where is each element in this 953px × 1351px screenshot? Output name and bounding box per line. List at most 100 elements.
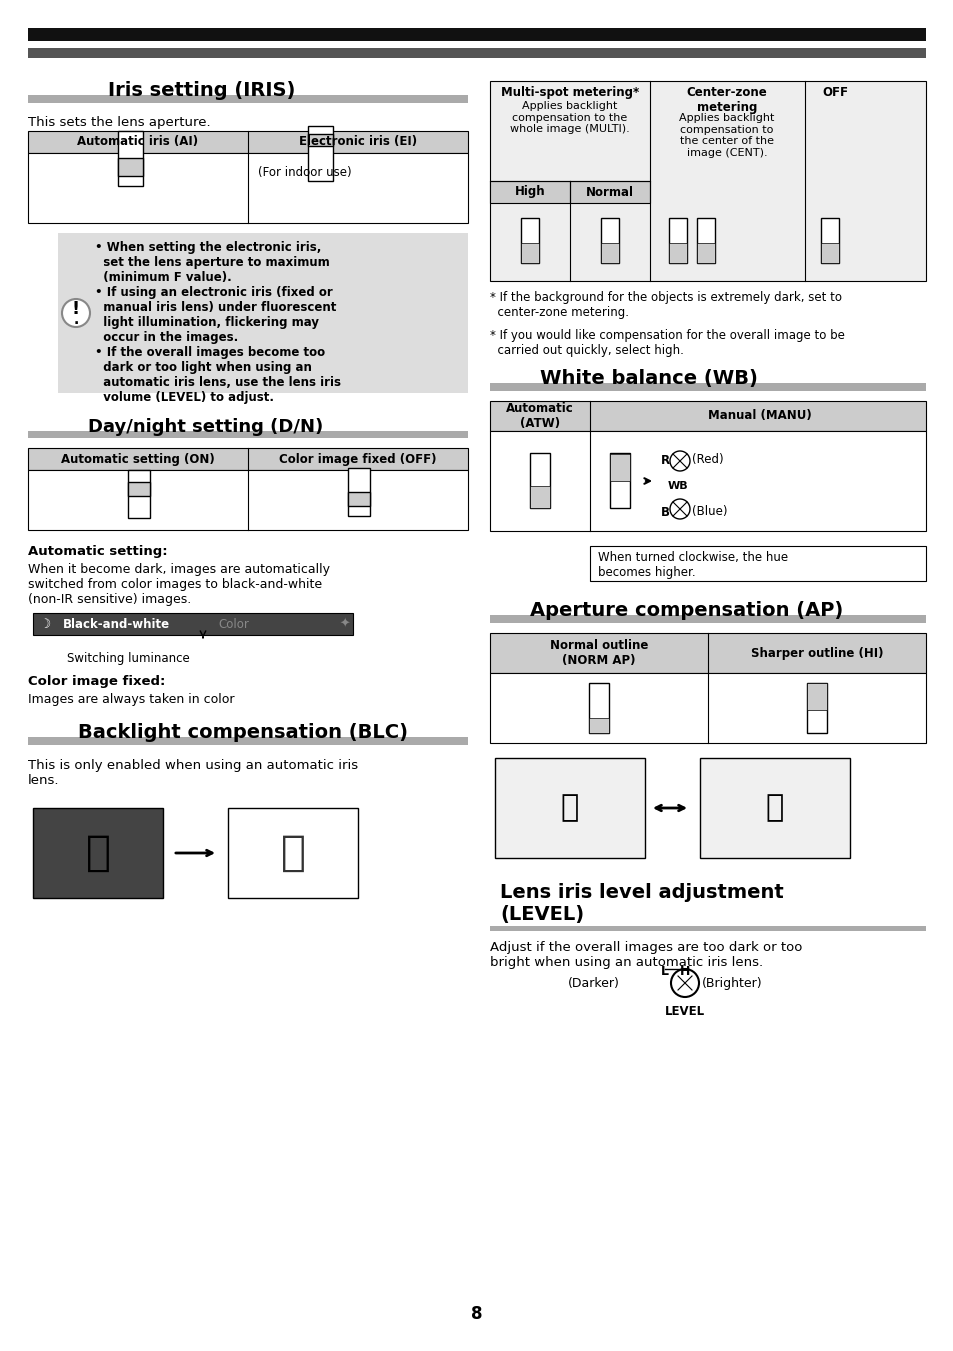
Bar <box>600 243 618 263</box>
Text: Color: Color <box>218 617 249 631</box>
Text: • When setting the electronic iris,
  set the lens aperture to maximum
  (minimu: • When setting the electronic iris, set … <box>95 240 340 404</box>
Text: (For indoor use): (For indoor use) <box>257 166 352 178</box>
Bar <box>490 81 925 281</box>
Text: Manual (MANU): Manual (MANU) <box>707 409 811 423</box>
Text: ✦: ✦ <box>339 617 350 631</box>
Bar <box>609 454 629 481</box>
Text: !: ! <box>71 300 80 317</box>
Bar <box>33 613 353 635</box>
Text: Switching luminance: Switching luminance <box>67 653 190 665</box>
Bar <box>490 634 925 673</box>
Bar <box>490 615 925 623</box>
Bar <box>700 758 849 858</box>
Text: (Red): (Red) <box>691 453 723 466</box>
Text: This is only enabled when using an automatic iris
lens.: This is only enabled when using an autom… <box>28 759 357 788</box>
Circle shape <box>62 299 90 327</box>
Bar <box>588 717 608 734</box>
Bar <box>28 131 468 153</box>
Text: Automatic setting (ON): Automatic setting (ON) <box>61 453 214 466</box>
Text: Aperture compensation (AP): Aperture compensation (AP) <box>530 601 842 620</box>
Text: When it become dark, images are automatically
switched from color images to blac: When it become dark, images are automati… <box>28 563 330 607</box>
Text: WB: WB <box>667 481 688 490</box>
Bar <box>668 243 686 263</box>
Text: Applies backlight
compensation to the
whole image (MULTI).: Applies backlight compensation to the wh… <box>510 101 629 134</box>
Text: Normal outline
(NORM AP): Normal outline (NORM AP) <box>549 639 647 667</box>
Text: This sets the lens aperture.: This sets the lens aperture. <box>28 116 211 128</box>
Bar <box>118 131 143 186</box>
Bar <box>28 28 925 41</box>
Text: Color image fixed (OFF): Color image fixed (OFF) <box>279 453 436 466</box>
Bar <box>58 232 468 393</box>
Text: White balance (WB): White balance (WB) <box>539 369 757 388</box>
Bar <box>588 684 608 734</box>
Text: 👥: 👥 <box>765 793 783 823</box>
Text: Automatic setting:: Automatic setting: <box>28 544 168 558</box>
Bar <box>28 738 468 744</box>
Bar <box>806 684 826 734</box>
Bar <box>308 126 333 181</box>
Bar <box>806 684 826 711</box>
Text: .: . <box>73 313 78 327</box>
Text: 👥: 👥 <box>560 793 578 823</box>
Circle shape <box>669 451 689 471</box>
Text: 👤: 👤 <box>86 832 111 874</box>
Text: Color image fixed:: Color image fixed: <box>28 676 165 688</box>
Bar <box>589 546 925 581</box>
Bar <box>28 153 468 223</box>
Bar <box>490 431 925 531</box>
Bar <box>668 218 686 263</box>
Bar <box>128 482 150 496</box>
Text: ☽: ☽ <box>40 617 51 631</box>
Text: R: R <box>660 454 669 467</box>
Text: Images are always taken in color: Images are always taken in color <box>28 693 234 707</box>
Text: L: L <box>660 965 668 978</box>
Text: Backlight compensation (BLC): Backlight compensation (BLC) <box>78 723 408 742</box>
Text: * If you would like compensation for the overall image to be
  carried out quick: * If you would like compensation for the… <box>490 330 844 357</box>
Text: Iris setting (IRIS): Iris setting (IRIS) <box>108 81 295 100</box>
Text: Automatic iris (AI): Automatic iris (AI) <box>77 135 198 149</box>
Bar <box>609 453 629 508</box>
Text: (Darker): (Darker) <box>568 977 619 989</box>
Bar <box>530 453 550 508</box>
Bar <box>28 470 468 530</box>
Text: Multi-spot metering*: Multi-spot metering* <box>500 86 639 99</box>
Text: * If the background for the objects is extremely dark, set to
  center-zone mete: * If the background for the objects is e… <box>490 290 841 319</box>
Bar <box>530 486 550 508</box>
Bar <box>697 243 714 263</box>
Text: 8: 8 <box>471 1305 482 1323</box>
Text: Adjust if the overall images are too dark or too
bright when using an automatic : Adjust if the overall images are too dar… <box>490 942 801 969</box>
Bar <box>821 243 838 263</box>
Bar <box>490 673 925 743</box>
Bar <box>348 492 370 507</box>
Bar <box>821 218 838 263</box>
Bar <box>348 467 370 516</box>
Circle shape <box>670 969 699 997</box>
Bar <box>490 925 925 931</box>
Bar <box>228 808 357 898</box>
Bar <box>28 49 925 58</box>
Text: Normal: Normal <box>585 185 634 199</box>
Text: High: High <box>515 185 545 199</box>
Bar <box>490 401 925 431</box>
Bar <box>28 95 468 103</box>
Text: LEVEL: LEVEL <box>664 1005 704 1019</box>
Bar <box>495 758 644 858</box>
Text: Sharper outline (HI): Sharper outline (HI) <box>750 647 882 659</box>
Bar <box>118 158 143 176</box>
Bar <box>33 808 163 898</box>
Bar <box>490 382 925 390</box>
Text: (Blue): (Blue) <box>691 504 727 517</box>
Text: Lens iris level adjustment
(LEVEL): Lens iris level adjustment (LEVEL) <box>499 884 783 924</box>
Bar <box>520 218 538 263</box>
Text: OFF: OFF <box>821 86 847 99</box>
Text: (Brighter): (Brighter) <box>701 977 761 989</box>
Text: H: H <box>679 965 689 978</box>
Bar <box>697 218 714 263</box>
Bar <box>520 243 538 263</box>
Text: When turned clockwise, the hue
becomes higher.: When turned clockwise, the hue becomes h… <box>598 551 787 580</box>
Text: B: B <box>660 507 669 519</box>
Bar <box>28 431 468 438</box>
Bar <box>600 218 618 263</box>
Bar <box>490 181 649 203</box>
Text: 👤: 👤 <box>280 832 305 874</box>
